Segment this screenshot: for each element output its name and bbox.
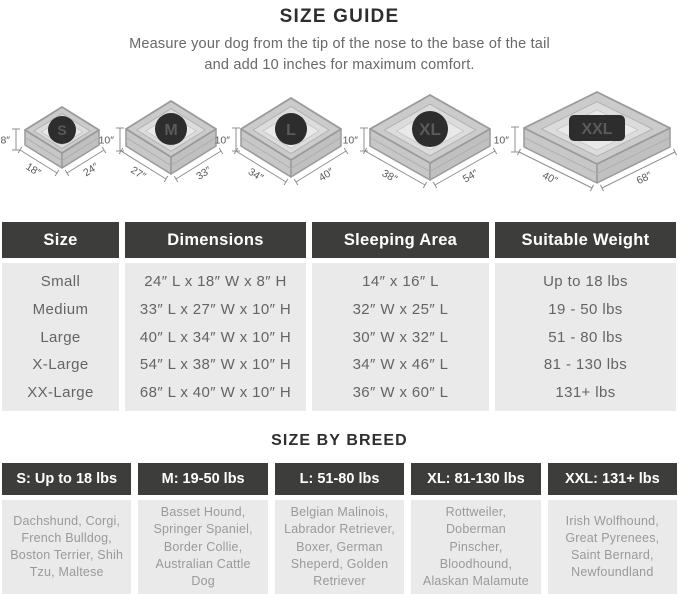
dimensions-cell: 33″ L x 27″ W x 10″ H — [139, 300, 292, 318]
breed-column-l: L: 51-80 lbs Belgian Malinois, Labrador … — [274, 463, 405, 594]
bed-length-label: 24″ — [81, 161, 101, 179]
weight-cell: 131+ lbs — [555, 384, 616, 401]
breed-list-l: Belgian Malinois, Labrador Retriever, Bo… — [274, 500, 405, 594]
bed-illustration-l: L 10″ 34″ 40″ — [215, 84, 349, 210]
breed-list-m: Basset Hound, Springer Spaniel, Border C… — [138, 500, 268, 594]
size-cell: Large — [40, 328, 81, 346]
column-header-weight: Suitable Weight — [495, 222, 676, 258]
page-title: SIZE GUIDE — [279, 6, 400, 27]
bed-illustrations-row: S 8″ 18″ 24″ M 10″ 27″ 33″ L 10″ 34″ 40″ XL 10″ 38″ 54″… — [0, 84, 679, 210]
size-table-column-dimensions: Dimensions 24″ L x 18″ W x 8″ H 33″ L x … — [125, 222, 306, 411]
bed-length-label: 40″ — [317, 166, 337, 184]
bed-width-label: 18″ — [23, 161, 43, 179]
dimensions-cell: 54″ L x 38″ W x 10″ H — [139, 356, 292, 374]
breed-table: S: Up to 18 lbs Dachshund, Corgi, French… — [2, 463, 678, 594]
bed-illustration-s: S 8″ 18″ 24″ — [0, 84, 107, 210]
size-table: Size Small Medium Large X-Large XX-Large… — [2, 222, 677, 411]
column-header-sleeping-area: Sleeping Area — [312, 222, 489, 258]
weight-cell: 19 - 50 lbs — [548, 300, 623, 318]
breed-header-m: M: 19-50 lbs — [138, 463, 268, 495]
size-table-column-size: Size Small Medium Large X-Large XX-Large — [2, 222, 119, 411]
bed-height-label: 10″ — [494, 135, 510, 147]
bed-length-label: 33″ — [194, 164, 214, 182]
breed-column-m: M: 19-50 lbs Basset Hound, Springer Span… — [138, 463, 268, 594]
breed-section-title: SIZE BY BREED — [271, 432, 408, 449]
bed-height-label: 10″ — [343, 135, 359, 147]
size-guide-page: SIZE GUIDE Measure your dog from the tip… — [0, 6, 679, 594]
bed-height-label: 10″ — [215, 135, 231, 147]
bed-illustration-xl: XL 10″ 38″ 54″ — [343, 84, 498, 210]
size-cell: X-Large — [32, 356, 89, 374]
bed-width-label: 34″ — [246, 166, 266, 184]
bed-length-label: 68″ — [635, 169, 654, 187]
sleeping-area-cell: 30″ W x 32″ L — [352, 328, 449, 346]
weight-cell: 51 - 80 lbs — [548, 328, 623, 346]
dimensions-cell: 68″ L x 40″ W x 10″ H — [139, 384, 292, 401]
breed-column-xxl: XXL: 131+ lbs Irish Wolfhound, Great Pyr… — [547, 463, 678, 594]
dimensions-cell: 40″ L x 34″ W x 10″ H — [139, 328, 292, 346]
column-header-dimensions: Dimensions — [125, 222, 306, 258]
page-subtitle: Measure your dog from the tip of the nos… — [0, 34, 679, 76]
sleeping-area-cell: 14″ x 16″ L — [362, 273, 439, 290]
breed-header-s: S: Up to 18 lbs — [2, 463, 132, 495]
breed-list-xl: Rottweiler, Doberman Pinscher, Bloodhoun… — [411, 500, 541, 594]
bed-width-label: 27″ — [128, 164, 148, 182]
dimensions-cell: 24″ L x 18″ W x 8″ H — [144, 273, 287, 290]
size-table-column-sleeping-area: Sleeping Area 14″ x 16″ L 32″ W x 25″ L … — [312, 222, 489, 411]
breed-column-s: S: Up to 18 lbs Dachshund, Corgi, French… — [2, 463, 132, 594]
size-cell: Small — [40, 273, 81, 290]
breed-list-xxl: Irish Wolfhound, Great Pyrenees, Saint B… — [547, 500, 678, 594]
bed-size-badge: S — [57, 122, 66, 138]
bed-size-badge: XL — [419, 120, 441, 139]
bed-size-badge: M — [164, 122, 177, 139]
breed-header-xxl: XXL: 131+ lbs — [547, 463, 678, 495]
column-header-size: Size — [2, 222, 119, 258]
size-cell: XX-Large — [27, 384, 94, 401]
breed-list-s: Dachshund, Corgi, French Bulldog, Boston… — [2, 500, 132, 594]
bed-illustration-xxl: XXL 10″ 40″ 68″ — [494, 84, 677, 210]
bed-width-label: 38″ — [380, 167, 400, 185]
bed-illustration-m: M 10″ 27″ 33″ — [99, 84, 224, 210]
bed-length-label: 54″ — [461, 167, 481, 185]
bed-height-label: 10″ — [99, 135, 115, 147]
breed-header-l: L: 51-80 lbs — [274, 463, 405, 495]
breed-column-xl: XL: 81-130 lbs Rottweiler, Doberman Pins… — [411, 463, 541, 594]
weight-cell: Up to 18 lbs — [543, 273, 628, 290]
breed-header-xl: XL: 81-130 lbs — [411, 463, 541, 495]
bed-height-label: 8″ — [0, 135, 10, 147]
subtitle-line-1: Measure your dog from the tip of the nos… — [129, 36, 550, 52]
sleeping-area-cell: 32″ W x 25″ L — [352, 300, 449, 318]
bed-size-badge: XXL — [581, 121, 612, 138]
size-table-column-weight: Suitable Weight Up to 18 lbs 19 - 50 lbs… — [495, 222, 676, 411]
bed-size-badge: L — [286, 122, 296, 139]
size-cell: Medium — [32, 300, 89, 318]
sleeping-area-cell: 36″ W x 60″ L — [352, 384, 449, 401]
sleeping-area-cell: 34″ W x 46″ L — [352, 356, 449, 374]
weight-cell: 81 - 130 lbs — [543, 356, 628, 374]
bed-width-label: 40″ — [540, 170, 559, 188]
subtitle-line-2: and add 10 inches for maximum comfort. — [204, 57, 475, 73]
